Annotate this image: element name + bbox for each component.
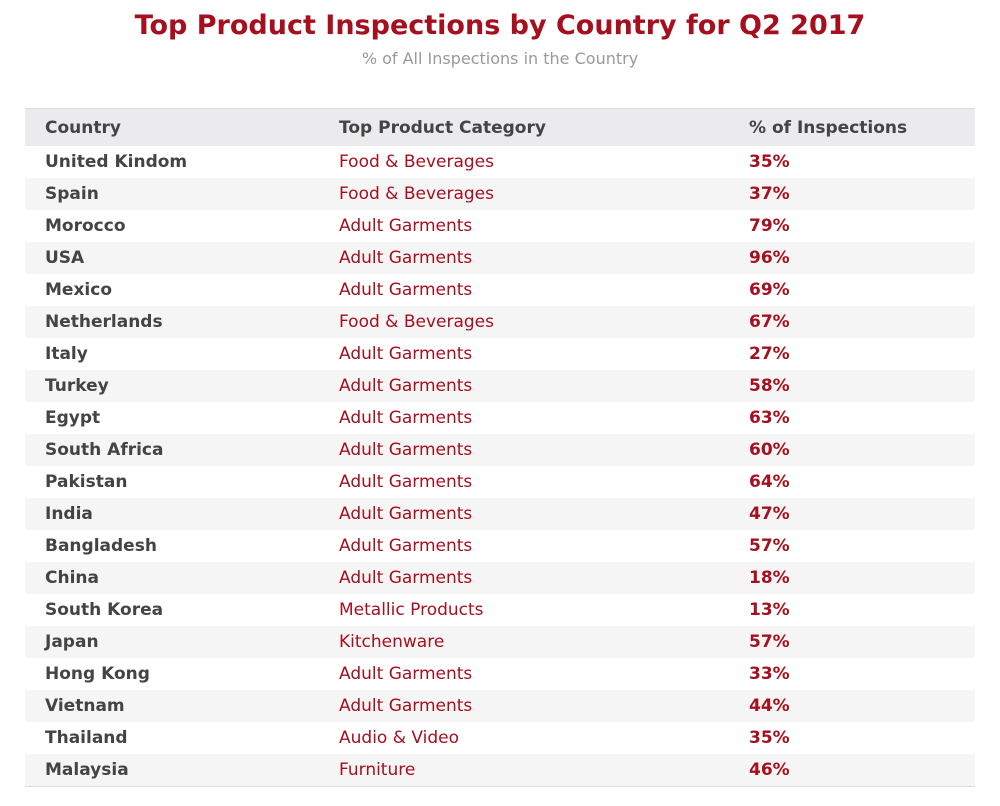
table-row: Hong Kong Adult Garments 33%	[25, 658, 975, 690]
category-cell: Adult Garments	[339, 536, 473, 556]
percent-cell: 13%	[749, 600, 790, 620]
country-cell: Italy	[45, 344, 88, 364]
table-row: Egypt Adult Garments 63%	[25, 402, 975, 434]
category-cell: Adult Garments	[339, 344, 473, 364]
country-cell: Bangladesh	[45, 536, 157, 556]
header-row: Country Top Product Category% of Inspecti…	[25, 108, 975, 146]
table-row: Morocco Adult Garments 79%	[25, 210, 975, 242]
table-row: Netherlands Food & Beverages 67%	[25, 306, 975, 338]
table-row: Pakistan Adult Garments 64%	[25, 466, 975, 498]
table-row: Thailand Audio & Video 35%	[25, 722, 975, 754]
table-row: Mexico Adult Garments 69%	[25, 274, 975, 306]
country-cell: South Korea	[45, 600, 164, 620]
table-row: United Kindom Food & Beverages 35%	[25, 146, 975, 178]
country-cell: USA	[45, 248, 85, 268]
table-head: Country Top Product Category% of Inspecti…	[25, 108, 975, 146]
percent-cell: 47%	[749, 504, 790, 524]
subtitle: % of All Inspections in the Country	[361, 49, 639, 68]
country-cell: Hong Kong	[45, 664, 150, 684]
title: Top Product Inspections by Country for Q…	[134, 10, 866, 41]
percent-cell: 33%	[749, 664, 790, 684]
table-row: Vietnam Adult Garments 44%	[25, 690, 975, 722]
percent-cell: 57%	[749, 536, 790, 556]
table-row: Spain Food & Beverages 37%	[25, 178, 975, 210]
category-cell: Adult Garments	[339, 216, 473, 236]
country-cell: United Kindom	[45, 152, 188, 172]
percent-cell: 35%	[749, 152, 790, 172]
country-cell: Pakistan	[45, 472, 128, 492]
category-cell: Adult Garments	[339, 408, 473, 428]
percent-cell: 57%	[749, 632, 790, 652]
table-row: Italy Adult Garments 27%	[25, 338, 975, 370]
country-cell: India	[45, 504, 93, 524]
percent-cell: 44%	[749, 696, 790, 716]
country-cell: Mexico	[45, 280, 112, 300]
category-cell: Adult Garments	[339, 440, 473, 460]
table: Country Top Product Category% of Inspecti…	[25, 108, 975, 787]
table-body: United Kindom Food & Beverages 35% Spain Foo…	[25, 146, 975, 787]
country-cell: Netherlands	[45, 312, 163, 332]
category-cell: Audio & Video	[339, 728, 460, 748]
table-row: South Korea Metallic Products 13%	[25, 594, 975, 626]
category-cell: Adult Garments	[339, 696, 473, 716]
table-row: China Adult Garments 18%	[25, 562, 975, 594]
country-cell: Egypt	[45, 408, 101, 428]
table-row: South Africa Adult Garments 60%	[25, 434, 975, 466]
country-cell: Japan	[45, 632, 99, 652]
category-cell: Metallic Products	[339, 600, 484, 620]
percent-cell: 18%	[749, 568, 790, 588]
table-row: Malaysia Furniture 46%	[25, 754, 975, 787]
category-cell: Adult Garments	[339, 376, 473, 396]
category-cell: Food & Beverages	[339, 312, 494, 332]
percent-cell: 37%	[749, 184, 790, 204]
percent-cell: 27%	[749, 344, 790, 364]
country-cell: Thailand	[45, 728, 128, 748]
percent-cell: 79%	[749, 216, 790, 236]
percent-cell: 46%	[749, 760, 790, 780]
category-cell: Kitchenware	[339, 632, 445, 652]
percent-cell: 64%	[749, 472, 790, 492]
country-cell: Turkey	[45, 376, 109, 396]
country-cell: South Africa	[45, 440, 164, 460]
percent-cell: 69%	[749, 280, 790, 300]
category-cell: Adult Garments	[339, 280, 473, 300]
category-cell: Adult Garments	[339, 472, 473, 492]
category-cell: Food & Beverages	[339, 152, 494, 172]
category-cell: Adult Garments	[339, 664, 473, 684]
percent-cell: 35%	[749, 728, 790, 748]
category-cell: Furniture	[339, 760, 416, 780]
country-cell: Vietnam	[45, 696, 125, 716]
table-row: Bangladesh Adult Garments 57%	[25, 530, 975, 562]
table-row: USA Adult Garments 96%	[25, 242, 975, 274]
table-row: India Adult Garments 47%	[25, 498, 975, 530]
column-header: % of Inspections	[749, 108, 975, 146]
category-cell: Food & Beverages	[339, 184, 494, 204]
percent-cell: 96%	[749, 248, 790, 268]
category-cell: Adult Garments	[339, 248, 473, 268]
percent-cell: 58%	[749, 376, 790, 396]
table-row: Turkey Adult Garments 58%	[25, 370, 975, 402]
country-cell: Malaysia	[45, 760, 129, 780]
country-cell: Spain	[45, 184, 99, 204]
percent-cell: 63%	[749, 408, 790, 428]
percent-cell: 60%	[749, 440, 790, 460]
column-header: Top Product Category	[339, 108, 749, 146]
country-cell: Morocco	[45, 216, 126, 236]
table-row: Japan Kitchenware 57%	[25, 626, 975, 658]
column-header: Country	[25, 108, 339, 146]
category-cell: Adult Garments	[339, 568, 473, 588]
category-cell: Adult Garments	[339, 504, 473, 524]
country-cell: China	[45, 568, 99, 588]
percent-cell: 67%	[749, 312, 790, 332]
